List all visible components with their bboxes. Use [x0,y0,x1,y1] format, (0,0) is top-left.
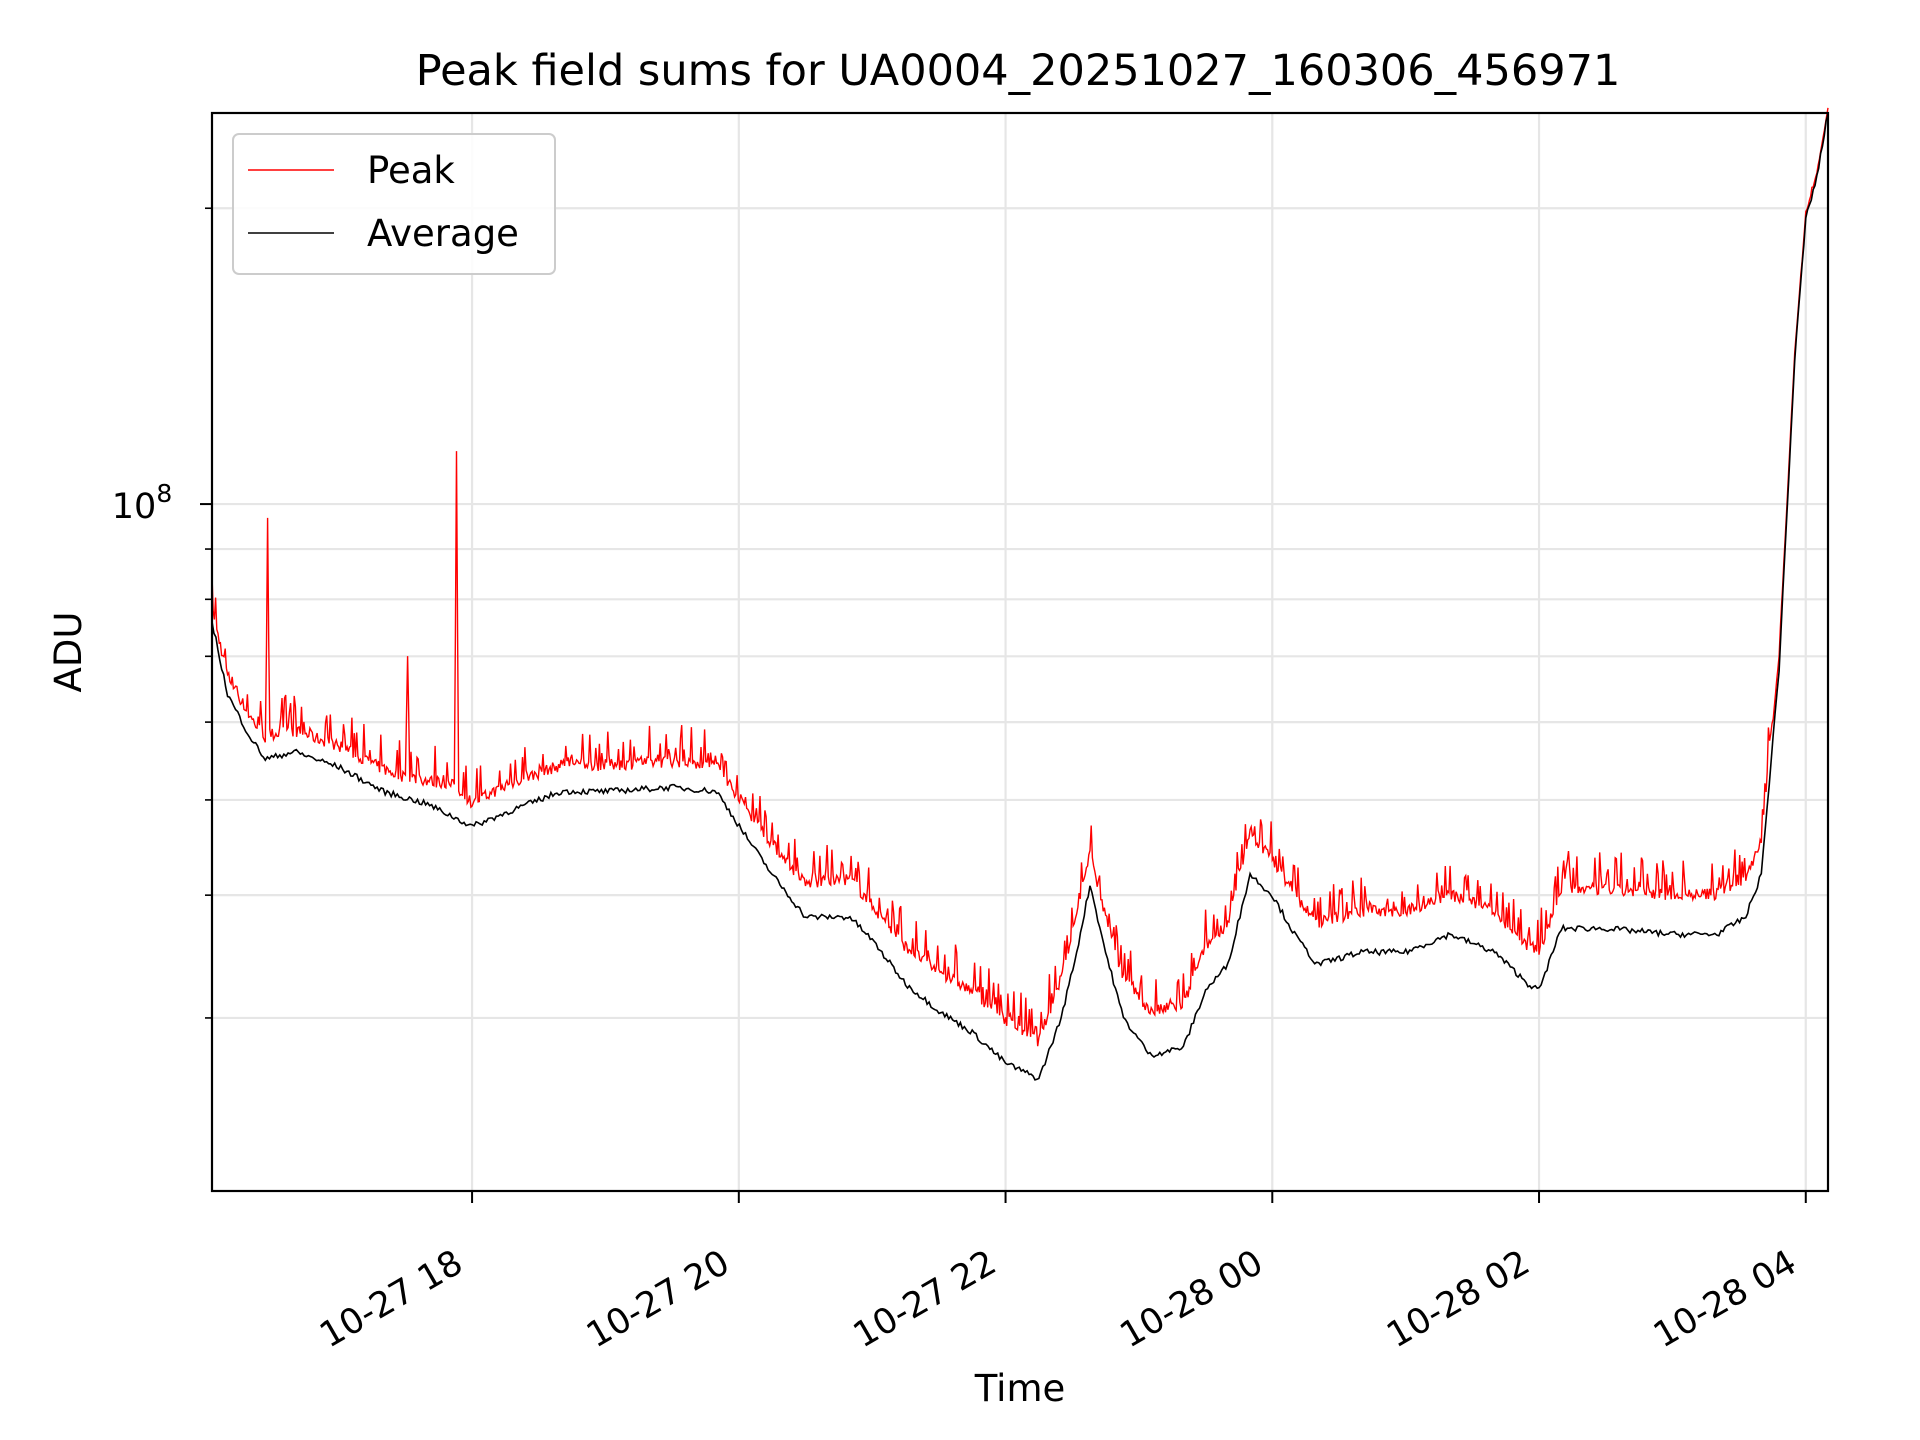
x-tick-label: 10-27 22 [847,1243,1003,1356]
x-tick-label: 10-28 02 [1380,1243,1536,1356]
x-axis-ticks: 10-27 18 10-27 20 10-27 22 10-28 00 10-28 02… [313,1191,1807,1356]
legend-box [232,133,556,275]
grid-lines [212,113,1828,1191]
series-peak-line [211,107,1829,1047]
series-layer [211,107,1829,1081]
chart-title: Peak field sums for UA0004_20251027_1603… [416,46,1621,96]
legend-label-average: Average [367,212,519,255]
x-tick-label: 10-27 18 [313,1243,469,1356]
series-average-line [211,113,1829,1081]
y-tick-label: 108 [112,479,172,527]
x-axis-label: Time [974,1367,1066,1410]
legend-label-peak: Peak [367,149,455,192]
legend: Peak Average [232,133,556,275]
plot-frame [210,111,1830,1193]
x-tick-label: 10-27 20 [580,1243,736,1356]
y-axis-ticks: 108 [112,207,212,1019]
y-axis-label: ADU [47,612,90,693]
x-tick-label: 10-28 00 [1114,1243,1270,1356]
x-tick-label: 10-28 04 [1647,1243,1803,1356]
